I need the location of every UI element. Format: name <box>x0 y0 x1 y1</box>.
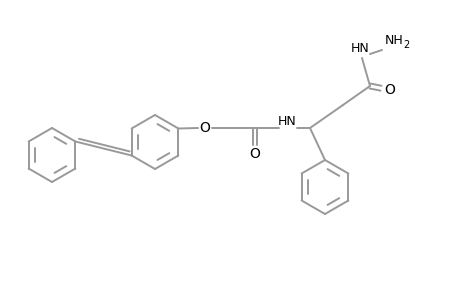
Text: O: O <box>384 83 395 97</box>
Text: O: O <box>199 121 210 135</box>
Text: HN: HN <box>350 41 369 55</box>
Text: NH: NH <box>384 34 403 46</box>
Text: HN: HN <box>277 115 296 128</box>
Text: O: O <box>249 147 260 161</box>
Text: 2: 2 <box>402 40 408 50</box>
